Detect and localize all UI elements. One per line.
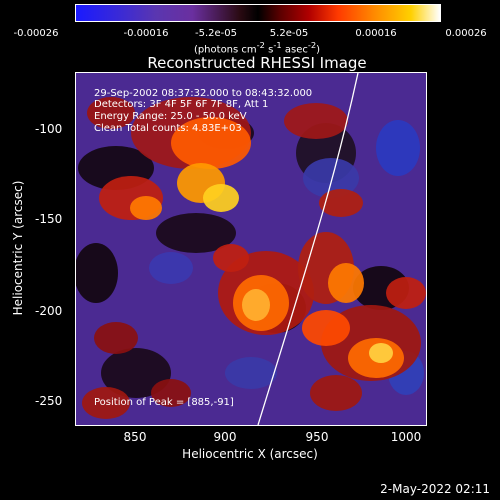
x-tick-label: 900	[213, 430, 237, 444]
y-tick-label: -250	[35, 394, 63, 408]
x-axis-title: Heliocentric X (arcsec)	[182, 447, 318, 461]
y-tick-label: -100	[35, 122, 63, 136]
emission-patch	[369, 343, 393, 363]
emission-patch	[319, 189, 363, 217]
emission-patch	[303, 158, 359, 198]
emission-patch	[310, 375, 362, 411]
colorbar-tick: -5.2e-05	[195, 28, 237, 39]
emission-patch	[130, 196, 162, 220]
x-tick-label: 1000	[390, 430, 422, 444]
emission-patch	[302, 310, 350, 346]
colorbar-tick: 0.00016	[355, 28, 397, 39]
colorbar-tick: 5.2e-05	[269, 28, 309, 39]
emission-patch	[171, 117, 251, 169]
x-tick-label: 850	[123, 430, 147, 444]
emission-patch	[149, 252, 193, 284]
emission-patch	[328, 263, 364, 303]
colorbar	[75, 4, 441, 22]
x-tick-label: 950	[305, 430, 329, 444]
solar-limb-line	[257, 73, 359, 425]
emission-patch	[87, 97, 135, 129]
annotation-peak: Position of Peak = [885,-91]	[94, 397, 234, 408]
y-tick-label: -200	[35, 304, 63, 318]
emission-patch	[213, 244, 249, 272]
colorbar-tick: -0.00026	[13, 28, 59, 39]
colorbar-tick: 0.00026	[445, 28, 487, 39]
rhessi-image	[75, 72, 427, 426]
emission-patch	[203, 184, 239, 212]
emission-patch	[284, 103, 348, 139]
emission-patch	[242, 289, 270, 321]
plot-title: Reconstructed RHESSI Image	[147, 54, 367, 72]
emission-patch	[376, 120, 420, 176]
image-canvas	[76, 73, 426, 425]
annotation-detectors: Detectors: 3F 4F 5F 6F 7F 8F, Att 1	[94, 99, 269, 110]
emission-patch	[94, 322, 138, 354]
emission-patch	[386, 277, 426, 309]
annotation-time: 29-Sep-2002 08:37:32.000 to 08:43:32.000	[94, 88, 313, 99]
emission-patch	[82, 387, 130, 419]
y-axis-title: Heliocentric Y (arcsec)	[11, 180, 25, 316]
emission-patch	[156, 213, 236, 253]
annotation-energy: Energy Range: 25.0 - 50.0 keV	[94, 111, 247, 122]
emission-patch	[151, 379, 191, 407]
colorbar-units: (photons cm-2 s-1 asec-2)	[193, 40, 321, 56]
timestamp-footer: 2-May-2022 02:11	[380, 482, 490, 496]
emission-patch	[76, 243, 118, 303]
emission-patch	[101, 348, 171, 398]
emission-patch	[225, 357, 277, 389]
colorbar-tick: -0.00016	[123, 28, 169, 39]
annotation-counts: Clean Total counts: 4.83E+03	[94, 123, 242, 134]
y-tick-label: -150	[35, 212, 63, 226]
